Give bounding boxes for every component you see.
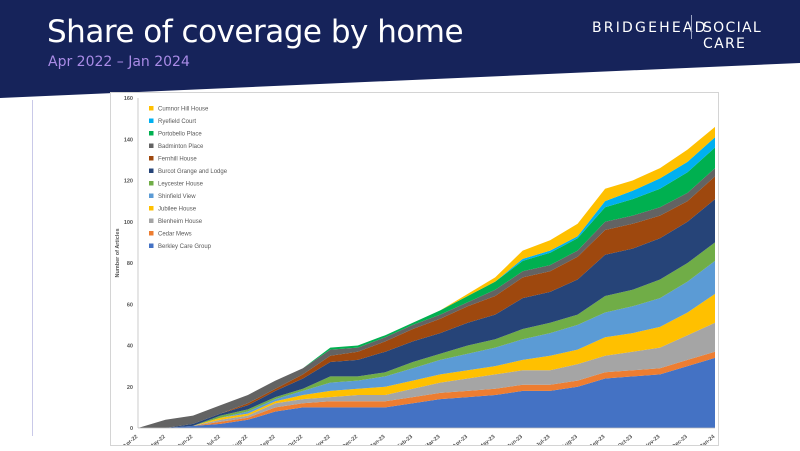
x-tick-label: Jun-23	[507, 434, 524, 445]
x-tick-label: Nov-23	[643, 434, 661, 445]
x-tick-label: Dec-22	[341, 434, 359, 445]
y-tick-label: 140	[124, 137, 133, 143]
legend-swatch	[149, 118, 154, 123]
x-tick-label: May-23	[478, 434, 496, 445]
legend-label: Shinfield View	[158, 194, 196, 200]
stacked-area-chart: 0 20 40 60 80 100 120 140 160 Apr-22 May-22 Jun-22 J…	[110, 92, 719, 446]
y-tick-label: 40	[127, 344, 133, 350]
legend-label: Portobello Place	[158, 132, 202, 138]
legend-label: Berkley Care Group	[158, 244, 212, 250]
x-tick-label: Jun-22	[177, 434, 194, 445]
brand-logo-left: BRIDGEHEAD	[592, 20, 708, 36]
legend-label: Cumnor Hill House	[158, 107, 209, 113]
y-tick-label: 120	[124, 179, 133, 185]
x-tick-label: Apr-23	[452, 434, 469, 445]
x-tick-label: Apr-22	[122, 434, 139, 445]
y-axis-title: Number of Articles	[115, 228, 121, 277]
x-tick-label: Jul-22	[206, 434, 222, 445]
page-title: Share of coverage by home	[47, 14, 464, 50]
x-tick-label: Oct-23	[617, 434, 634, 445]
header-banner-shape	[0, 0, 800, 98]
x-tick-label: Dec-23	[671, 434, 689, 445]
x-tick-label: Sep-23	[589, 434, 607, 445]
legend-label: Blenheim House	[158, 219, 203, 225]
legend-swatch	[149, 181, 154, 186]
area-series-1	[138, 351, 715, 428]
brand-divider	[691, 15, 692, 39]
legend-swatch	[149, 231, 154, 236]
legend-swatch	[149, 168, 154, 173]
x-tick-label: Mar-23	[424, 434, 441, 445]
header-banner	[0, 0, 800, 98]
x-tick-label: Jan-24	[699, 433, 717, 445]
legend-label: Burcot Grange and Lodge	[158, 169, 228, 175]
y-tick-label: 60	[127, 302, 133, 308]
legend-swatch	[149, 243, 154, 248]
legend-swatch	[149, 156, 154, 161]
chart-canvas: 0 20 40 60 80 100 120 140 160 Apr-22 May-22 Jun-22 J…	[115, 96, 717, 445]
side-rule	[32, 100, 33, 436]
legend-label: Badminton Place	[158, 144, 204, 150]
legend-label: Ryefield Court	[158, 119, 196, 125]
legend-label: Jubilee House	[158, 207, 197, 213]
legend-swatch	[149, 131, 154, 136]
page-subtitle: Apr 2022 – Jan 2024	[48, 54, 190, 70]
legend-label: Cedar Mews	[158, 232, 192, 238]
x-tick-label: Jan-23	[369, 434, 386, 445]
x-tick-label: Jul-23	[535, 434, 551, 445]
legend-swatch	[149, 193, 154, 198]
legend-swatch	[149, 106, 154, 111]
x-tick-label: Sep-22	[259, 434, 277, 445]
legend-swatch	[149, 206, 154, 211]
area-series-0	[138, 357, 715, 428]
x-tick-label: Nov-22	[314, 434, 332, 445]
legend-label: Fernhill House	[158, 157, 197, 163]
brand-logo-right: SOCIAL CARE	[703, 20, 762, 52]
x-tick-label: Oct-22	[287, 434, 304, 445]
x-tick-label: Feb-23	[397, 434, 414, 445]
y-tick-label: 0	[130, 426, 133, 432]
legend-label: Leycester House	[158, 182, 204, 188]
y-tick-label: 20	[127, 385, 133, 391]
y-tick-label: 100	[124, 220, 133, 226]
y-tick-label: 80	[127, 261, 133, 267]
x-tick-label: Aug-22	[231, 434, 249, 445]
legend-swatch	[149, 143, 154, 148]
x-tick-label: Aug-23	[561, 434, 579, 445]
y-tick-label: 160	[124, 96, 133, 102]
legend-swatch	[149, 218, 154, 223]
x-tick-label: May-22	[149, 434, 167, 445]
